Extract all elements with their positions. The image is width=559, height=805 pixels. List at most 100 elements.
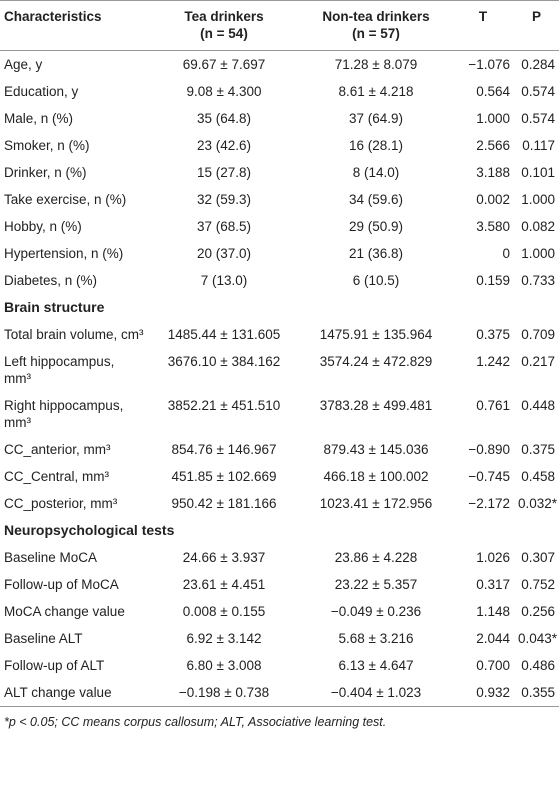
cell: −0.198 ± 0.738 (178, 685, 270, 700)
cell: 1475.91 ± 135.964 (319, 327, 433, 342)
row-label: Education, y (4, 84, 79, 99)
header-cell: T (452, 0, 514, 51)
cell: 0.700 (476, 658, 510, 673)
cell: 3574.24 ± 472.829 (319, 354, 433, 369)
cell: 23.22 ± 5.357 (334, 577, 418, 592)
cell: 37 (64.9) (348, 111, 404, 126)
table-body: Age, y 69.67 ± 7.697 71.28 ± 8.079 −1.076 0.… (0, 51, 559, 707)
cell: 0.932 (476, 685, 510, 700)
cell: 0.217 (521, 354, 555, 369)
cell: 3852.21 ± 451.510 (167, 398, 281, 413)
row: Hypertension, n (%) 20 (37.0) 21 (36.8) 0 1.… (0, 240, 559, 267)
row-label: Hobby, n (%) (4, 219, 82, 234)
cell: 1.148 (476, 604, 510, 619)
cell: 950.42 ± 181.166 (171, 496, 277, 511)
cell: 0.101 (521, 165, 555, 180)
cell: 69.67 ± 7.697 (182, 57, 266, 72)
row: Diabetes, n (%) 7 (13.0) 6 (10.5) 0.159 0.73… (0, 267, 559, 294)
row-label: Right hippocampus, mm³ (4, 398, 124, 430)
cell: 0.256 (521, 604, 555, 619)
row-label: CC_Central, mm³ (4, 469, 110, 484)
header-row: Characteristics Tea drinkers (n = 54) Non-t… (0, 0, 559, 51)
cell: 0.043* (518, 631, 558, 646)
cell: 9.08 ± 4.300 (186, 84, 262, 99)
cell: 24.66 ± 3.937 (182, 550, 266, 565)
row-label: Brain structure (4, 299, 105, 315)
row: Baseline MoCA 24.66 ± 3.937 23.86 ± 4.228 1… (0, 544, 559, 571)
cell: 466.18 ± 100.002 (323, 469, 429, 484)
cell: −0.890 (468, 442, 510, 457)
cell: 3.580 (476, 219, 510, 234)
cell: 6 (10.5) (352, 273, 400, 288)
row: ALT change value −0.198 ± 0.738 −0.404 ± 1… (0, 679, 559, 706)
cell: 0 (502, 246, 510, 261)
row: Right hippocampus, mm³ 3852.21 ± 451.510 3… (0, 392, 559, 436)
header-sub: (n = 57) (352, 26, 400, 41)
cell: 1.026 (476, 550, 510, 565)
row-label: Left hippocampus, mm³ (4, 354, 115, 386)
cell: 2.044 (476, 631, 510, 646)
cell: 879.43 ± 145.036 (323, 442, 429, 457)
cell: 3.188 (476, 165, 510, 180)
cell: 37 (68.5) (196, 219, 252, 234)
cell: 21 (36.8) (348, 246, 404, 261)
row: Baseline ALT 6.92 ± 3.142 5.68 ± 3.216 2.04… (0, 625, 559, 652)
row-label: CC_posterior, mm³ (4, 496, 118, 511)
row: CC_Central, mm³ 451.85 ± 102.669 466.18 ± … (0, 463, 559, 490)
cell: 5.68 ± 3.216 (338, 631, 414, 646)
row-label: MoCA change value (4, 604, 125, 619)
cell: −0.404 ± 1.023 (330, 685, 422, 700)
cell: 0.032* (518, 496, 558, 511)
cell: 0.307 (521, 550, 555, 565)
cell: 0.117 (522, 138, 555, 153)
header-label: P (531, 9, 541, 24)
row: Hobby, n (%) 37 (68.5) 29 (50.9) 3.580 0.082 (0, 213, 559, 240)
cell: 23.86 ± 4.228 (334, 550, 418, 565)
row-label: Neuropsychological tests (4, 522, 175, 538)
cell: 3676.10 ± 384.162 (167, 354, 281, 369)
row: Drinker, n (%) 15 (27.8) 8 (14.0) 3.188 0.10… (0, 159, 559, 186)
header-cell: P (514, 0, 559, 51)
cell: 0.709 (521, 327, 555, 342)
cell: 16 (28.1) (348, 138, 404, 153)
row: Education, y 9.08 ± 4.300 8.61 ± 4.218 0.56… (0, 78, 559, 105)
row: MoCA change value 0.008 ± 0.155 −0.049 ± 0… (0, 598, 559, 625)
header-label: Characteristics (4, 9, 102, 24)
cell: 0.284 (521, 57, 555, 72)
header-label: Non-tea drinkers (322, 9, 430, 24)
row: Smoker, n (%) 23 (42.6) 16 (28.1) 2.566 0.11… (0, 132, 559, 159)
row-label: CC_anterior, mm³ (4, 442, 111, 457)
cell: 0.574 (521, 111, 555, 126)
row-label: Drinker, n (%) (4, 165, 87, 180)
row: Age, y 69.67 ± 7.697 71.28 ± 8.079 −1.076 0.… (0, 51, 559, 79)
header-cell: Tea drinkers (n = 54) (148, 0, 300, 51)
section-row: Brain structure (0, 294, 559, 321)
cell: 0.761 (476, 398, 510, 413)
cell: 1.000 (476, 111, 510, 126)
row: Left hippocampus, mm³ 3676.10 ± 384.162 35… (0, 348, 559, 392)
cell: 6.92 ± 3.142 (186, 631, 262, 646)
cell: −0.745 (468, 469, 510, 484)
row-label: ALT change value (4, 685, 112, 700)
row-label: Baseline ALT (4, 631, 83, 646)
row: Total brain volume, cm³ 1485.44 ± 131.605… (0, 321, 559, 348)
cell: 34 (59.6) (348, 192, 404, 207)
cell: 71.28 ± 8.079 (334, 57, 418, 72)
cell: 0.752 (521, 577, 555, 592)
header-sub: (n = 54) (200, 26, 248, 41)
cell: 451.85 ± 102.669 (171, 469, 277, 484)
header-label: Tea drinkers (184, 9, 264, 24)
row-label: Follow-up of MoCA (4, 577, 119, 592)
cell: 23 (42.6) (196, 138, 252, 153)
cell: 35 (64.8) (196, 111, 252, 126)
row-label: Smoker, n (%) (4, 138, 90, 153)
row: Follow-up of ALT 6.80 ± 3.008 6.13 ± 4.647… (0, 652, 559, 679)
cell: 32 (59.3) (196, 192, 252, 207)
cell: 1023.41 ± 172.956 (319, 496, 433, 511)
row: Follow-up of MoCA 23.61 ± 4.451 23.22 ± 5.… (0, 571, 559, 598)
cell: 8.61 ± 4.218 (338, 84, 414, 99)
header-cell: Characteristics (0, 0, 148, 51)
row-label: Age, y (4, 57, 43, 72)
row-label: Baseline MoCA (4, 550, 98, 565)
